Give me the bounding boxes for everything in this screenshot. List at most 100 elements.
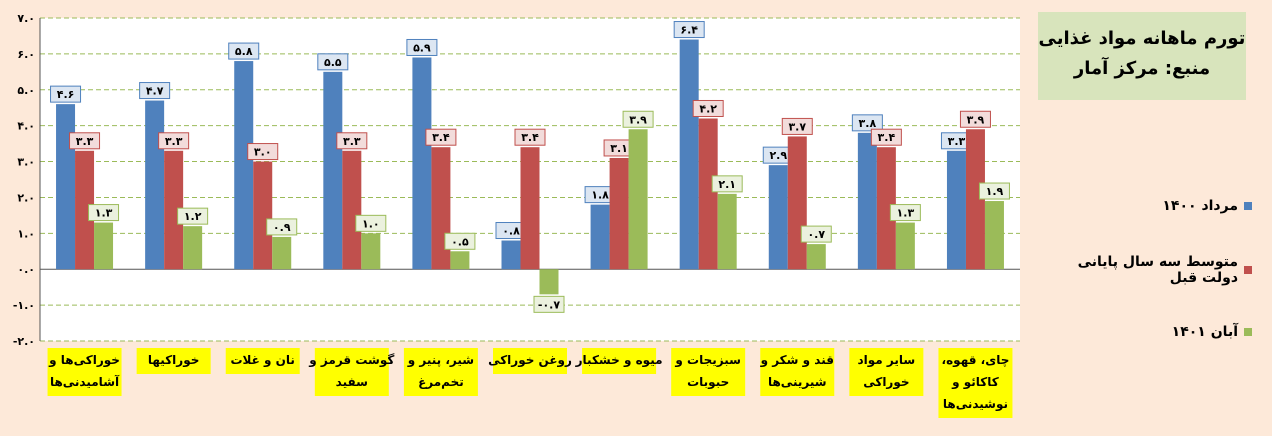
bar [539, 269, 559, 295]
y-tick-label: ۲.۰ [17, 191, 35, 204]
bar [272, 236, 292, 270]
category-label: خوراکی [863, 375, 909, 390]
data-label-box [88, 204, 120, 222]
data-label: ۰.۷ [807, 228, 825, 241]
bar [431, 147, 451, 270]
bar [984, 201, 1004, 270]
data-label-box [228, 42, 260, 60]
data-label: ۴.۲ [699, 102, 717, 115]
category-label: شیر، پنیر و [407, 353, 474, 368]
data-label-box [158, 132, 190, 150]
category-label-box [849, 348, 924, 396]
bar [609, 157, 629, 270]
category-label: سایر مواد [858, 353, 916, 368]
bar [145, 100, 165, 270]
data-label-box [800, 225, 832, 243]
category-label-box [938, 348, 1013, 418]
data-label-box [50, 85, 82, 103]
data-label: ۳.۴ [878, 131, 896, 144]
category-label: چای، قهوه، [942, 353, 1010, 368]
bar [806, 244, 826, 270]
category-label-box [493, 348, 567, 374]
bar [361, 233, 381, 270]
category-label: نان و غلات [231, 353, 295, 368]
y-tick-label: -۱.۰ [13, 299, 35, 312]
category-label: نوشیدنی‌ها [943, 397, 1008, 412]
y-tick-label: ۱.۰ [17, 227, 35, 240]
legend-item-2: متوسط سه سال پایانی دولت قبل [1042, 250, 1262, 290]
category-label: سبزیجات و [674, 353, 741, 368]
bar [857, 132, 877, 270]
data-label-box [673, 21, 705, 39]
data-label-box [266, 218, 298, 236]
data-label: ۰.۸ [502, 225, 520, 238]
data-label-box [622, 110, 654, 128]
data-label-box [533, 295, 565, 313]
legend-item-1: مرداد ۱۴۰۰ [1042, 186, 1262, 226]
bar [253, 161, 273, 270]
category-label: خوراکیها [148, 353, 200, 368]
category-label: تخم‌مرغ [418, 375, 464, 389]
data-label-box [870, 128, 902, 146]
bar [450, 251, 470, 270]
y-tick-label: ۵.۰ [17, 84, 35, 97]
category-label-box [47, 348, 122, 396]
data-label: ۰.۹ [273, 221, 291, 234]
data-label-box [425, 128, 457, 146]
data-label: ۳.۸ [859, 117, 877, 130]
category-label: حبوبات [687, 375, 729, 390]
y-tick-label: ۰.۰ [17, 263, 35, 276]
category-label-box [225, 348, 300, 374]
bar [698, 118, 718, 270]
y-tick-label: ۷.۰ [17, 12, 35, 25]
data-label: ۳.۹ [967, 113, 985, 126]
data-label: ۳.۱ [610, 142, 628, 155]
data-label-box [444, 232, 476, 250]
category-label: گوشت قرمز و [308, 353, 394, 368]
data-label: ۲.۹ [769, 149, 787, 162]
y-tick-label: ۴.۰ [17, 120, 35, 133]
data-label: ۱.۸ [591, 189, 609, 202]
bar [768, 165, 788, 270]
chart-subtitle: منبع: مرکز آمار [1073, 58, 1211, 79]
data-label-box [781, 117, 813, 135]
legend-item-3: آبان ۱۴۰۱ [1042, 312, 1262, 352]
category-label-box [671, 348, 746, 396]
data-label-box [247, 143, 279, 161]
data-label: ۳.۹ [629, 113, 647, 126]
data-label-box [69, 132, 101, 150]
category-label: روغن خوراکی [488, 353, 572, 368]
data-label: ۲.۱ [718, 178, 736, 191]
bar [342, 150, 362, 270]
bar [787, 136, 807, 270]
data-label-box [336, 132, 368, 150]
data-label: ۵.۹ [413, 41, 431, 54]
data-label: ۴.۷ [146, 85, 164, 98]
bar [895, 222, 915, 270]
category-label-box [760, 348, 835, 396]
data-label: ۳.۳ [343, 135, 361, 148]
data-label: ۵.۵ [324, 56, 342, 69]
data-label: ۳.۰ [254, 146, 272, 159]
legend-swatch-3 [1244, 328, 1252, 336]
data-label: ۳.۳ [165, 135, 183, 148]
legend-swatch-2 [1244, 266, 1252, 274]
bar [412, 57, 432, 270]
data-label-box [889, 204, 921, 222]
data-label-box [851, 114, 883, 132]
data-label: -۰.۷ [538, 298, 560, 311]
data-label: ۳.۳ [948, 135, 966, 148]
bar [520, 147, 540, 270]
category-label: خوراکی‌ها و [48, 353, 120, 368]
data-label: ۱.۹ [986, 185, 1004, 198]
bar [183, 226, 203, 270]
bar [164, 150, 184, 270]
data-label-box [139, 82, 171, 100]
bar [876, 147, 896, 270]
category-label: شیرینی‌ها [768, 375, 827, 389]
data-label: ۳.۴ [432, 131, 450, 144]
data-label: ۵.۸ [235, 45, 253, 58]
category-label: قند و شکر و [760, 353, 834, 368]
data-label-box [355, 214, 387, 232]
